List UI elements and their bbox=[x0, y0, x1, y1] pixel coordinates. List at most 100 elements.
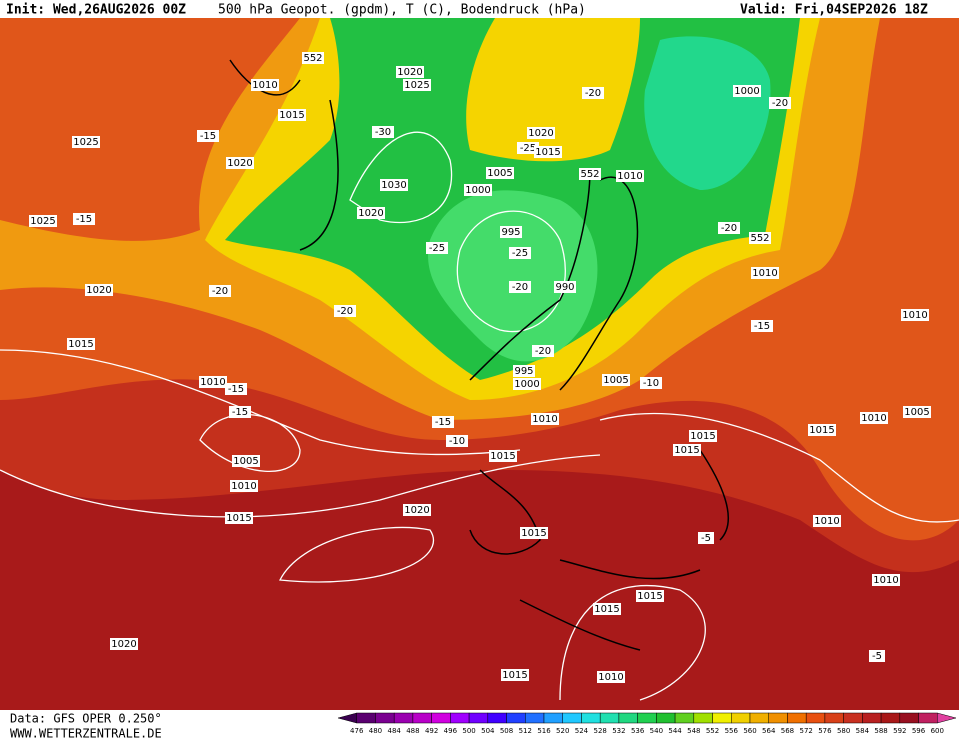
label-box bbox=[698, 532, 714, 544]
isobar-label: 1015 bbox=[674, 445, 699, 456]
isobar-line bbox=[349, 131, 453, 224]
colorbar-cell bbox=[375, 712, 395, 724]
isobar-label: 1015 bbox=[502, 670, 527, 681]
colorbar-cell bbox=[787, 712, 807, 724]
isobar-label: 552 bbox=[303, 53, 322, 64]
colorbar-label: 528 bbox=[593, 727, 606, 735]
label-box bbox=[808, 424, 836, 436]
label-box bbox=[197, 130, 219, 142]
label-box bbox=[751, 267, 779, 279]
label-box bbox=[860, 412, 888, 424]
isobar-label: 1025 bbox=[73, 137, 98, 148]
isobar-labels: 1010 1015 552 1020 1025 1025 -15 1020 1025 -15 102… bbox=[29, 52, 931, 683]
isobar-label: 1010 bbox=[598, 672, 623, 683]
colorbar-label: 568 bbox=[781, 727, 794, 735]
label-box bbox=[232, 455, 260, 467]
isobar-label: 1010 bbox=[861, 413, 886, 424]
colorbar-cell bbox=[543, 712, 563, 724]
label-box bbox=[769, 97, 791, 109]
label-box bbox=[500, 226, 522, 238]
isobar-label: 995 bbox=[501, 227, 520, 238]
isobars bbox=[0, 131, 959, 701]
label-box bbox=[640, 377, 662, 389]
label-box bbox=[380, 179, 408, 191]
colorbar-cell bbox=[862, 712, 882, 724]
label-box bbox=[501, 669, 529, 681]
label-box bbox=[85, 284, 113, 296]
label-box bbox=[334, 305, 356, 317]
colorbar-cell bbox=[393, 712, 414, 724]
isobar-label: 1015 bbox=[521, 528, 546, 539]
colorbar-cell bbox=[749, 712, 769, 724]
label-box bbox=[513, 365, 535, 377]
isobar-label: -20 bbox=[337, 306, 353, 317]
colorbar-label: 584 bbox=[856, 727, 870, 735]
colorbar-label: 516 bbox=[537, 727, 551, 735]
colorbar-label: 492 bbox=[425, 727, 438, 735]
isobar-line bbox=[278, 526, 434, 583]
header-bar bbox=[0, 0, 959, 18]
label-box bbox=[579, 168, 601, 180]
isobar-label: 1020 bbox=[397, 67, 422, 78]
label-box bbox=[517, 142, 539, 154]
isobar-label: 1015 bbox=[226, 513, 251, 524]
label-box bbox=[520, 527, 548, 539]
colorbar-arrow bbox=[937, 712, 957, 724]
colorbar-label: 536 bbox=[631, 727, 645, 735]
colorbar-label: 524 bbox=[575, 727, 589, 735]
colorbar-label: 508 bbox=[500, 727, 513, 735]
label-box bbox=[532, 345, 554, 357]
label-box bbox=[486, 167, 514, 179]
label-box bbox=[749, 232, 771, 244]
isobar-label: 1020 bbox=[111, 639, 136, 650]
label-box bbox=[302, 52, 324, 64]
isobar-label: -20 bbox=[721, 223, 737, 234]
colorbar-cell bbox=[674, 712, 695, 724]
isobar-label: 1005 bbox=[233, 456, 258, 467]
isobar-label: -5 bbox=[872, 651, 882, 662]
label-box bbox=[582, 87, 604, 99]
label-box bbox=[531, 413, 559, 425]
label-box bbox=[597, 671, 625, 683]
isobar-label: -5 bbox=[701, 533, 711, 544]
isobar-label: -15 bbox=[200, 131, 216, 142]
colorbar: 476 480 484 488 492 496 500 504 508 512 516 520 524 5… bbox=[337, 712, 957, 735]
colorbar-cell bbox=[618, 712, 638, 724]
isobar-label: 1020 bbox=[227, 158, 252, 169]
label-box bbox=[225, 512, 253, 524]
isobar-label: -15 bbox=[228, 384, 244, 395]
colorbar-label: 480 bbox=[369, 727, 382, 735]
isobar-label: 1020 bbox=[528, 128, 553, 139]
isobar-label: -20 bbox=[212, 286, 228, 297]
colorbar-cell bbox=[599, 712, 620, 724]
colorbar-label: 512 bbox=[519, 727, 532, 735]
label-box bbox=[29, 215, 57, 227]
colorbar-label: 592 bbox=[893, 727, 906, 735]
isobar-label: 1010 bbox=[617, 171, 642, 182]
isobar-label: 1015 bbox=[68, 339, 93, 350]
colorbar-cell bbox=[693, 712, 713, 724]
colorbar-cell bbox=[805, 712, 826, 724]
zone-teal bbox=[644, 36, 771, 190]
colorbar-cell bbox=[468, 712, 489, 724]
isobar-label: 1030 bbox=[381, 180, 406, 191]
colorbar-label: 544 bbox=[668, 727, 682, 735]
map: 1010 1015 552 1020 1025 1025 -15 1020 1025 -15 102… bbox=[0, 18, 959, 710]
label-box bbox=[209, 285, 231, 297]
label-box bbox=[403, 504, 431, 516]
colorbar-cell bbox=[356, 712, 376, 724]
isobar-label: 990 bbox=[555, 282, 574, 293]
isobar-label: 1010 bbox=[752, 268, 777, 279]
valid-time: Valid: Fri,04SEP2026 18Z bbox=[740, 3, 928, 18]
colorbar-cell bbox=[487, 712, 507, 724]
isobar-label: -15 bbox=[232, 407, 248, 418]
isobar-label: 995 bbox=[514, 366, 533, 377]
zone-light-green bbox=[428, 190, 598, 362]
label-box bbox=[251, 79, 279, 91]
label-box bbox=[489, 450, 517, 462]
map-title: 500 hPa Geopot. (gpdm), T (C), Bodendruc… bbox=[218, 3, 586, 18]
label-box bbox=[432, 416, 454, 428]
label-box bbox=[813, 515, 841, 527]
label-box bbox=[73, 213, 95, 225]
label-box bbox=[554, 281, 576, 293]
